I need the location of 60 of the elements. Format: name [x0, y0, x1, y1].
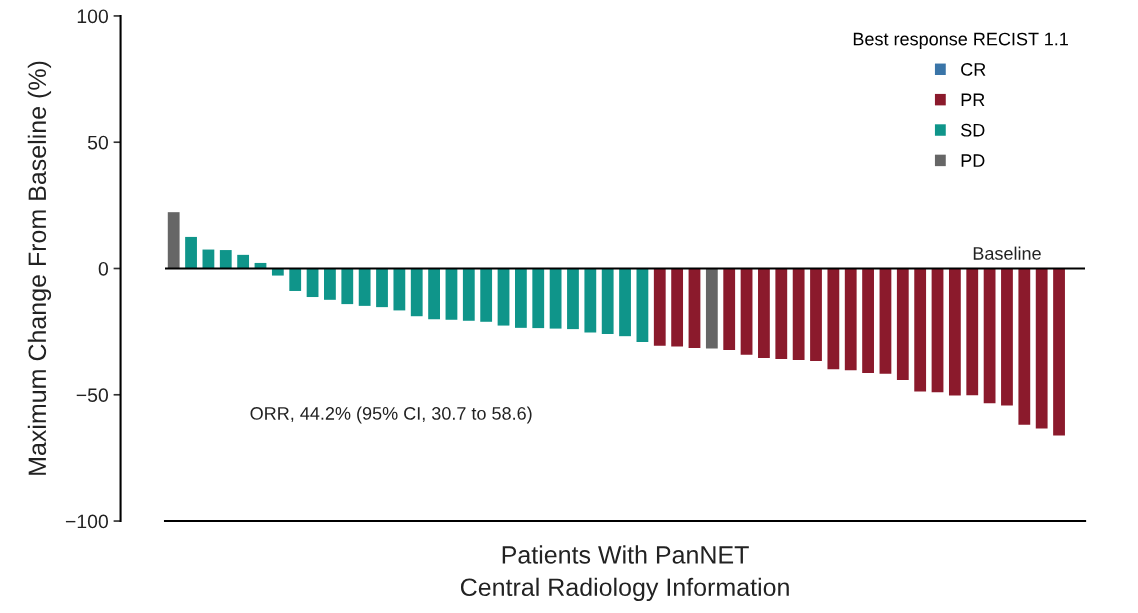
bar [497, 268, 510, 326]
legend-label: PR [961, 93, 985, 107]
bar [1001, 268, 1013, 406]
bar [462, 268, 475, 321]
bar [289, 268, 302, 291]
y-tick-label: 0 [98, 261, 108, 276]
bar [514, 268, 527, 328]
bar [792, 268, 805, 360]
bar [1035, 268, 1048, 429]
bar [185, 236, 197, 269]
bar [584, 268, 597, 333]
annotation: ORR, 44.2% (95% CI, 30.7 to 58.6) [250, 406, 532, 424]
bar [1018, 268, 1031, 425]
bar [862, 268, 874, 374]
legend-label: SD [961, 123, 985, 137]
bar [914, 268, 927, 392]
bar [844, 268, 857, 371]
bar [601, 268, 614, 334]
bar [549, 268, 562, 329]
legend-label: PD [961, 154, 985, 167]
bar [983, 268, 996, 404]
bar [758, 268, 770, 358]
bar [636, 268, 649, 342]
bar [341, 268, 354, 305]
legend-label: CR [961, 63, 986, 76]
bar [619, 268, 631, 337]
y-axis-title: Maximum Change From Baseline (%) [27, 61, 52, 475]
bar [810, 268, 822, 361]
bar [445, 268, 458, 320]
legend-title: Best response RECIST 1.1 [853, 32, 1068, 50]
bar [324, 268, 336, 300]
bar [775, 268, 788, 359]
bar [827, 268, 840, 370]
bar [376, 268, 388, 308]
bar [671, 268, 684, 347]
bar [896, 268, 909, 381]
bar [931, 268, 944, 393]
bar [410, 268, 423, 317]
bar [532, 268, 545, 329]
bar [480, 268, 493, 322]
bar [393, 268, 406, 311]
bar [167, 212, 180, 269]
bar [948, 268, 961, 396]
y-tick-label: 50 [87, 135, 108, 150]
bar [653, 268, 666, 346]
bar [358, 268, 371, 306]
bar [688, 268, 701, 349]
bar [428, 268, 440, 320]
x-axis-title: Patients With PanNET Central Radiology Information [460, 545, 789, 602]
bar [567, 268, 579, 330]
bar [740, 268, 753, 355]
bar [1053, 268, 1065, 436]
y-tick-label: −50 [76, 388, 108, 403]
y-tick-label: 100 [77, 9, 108, 24]
ref-line-label: Baseline [973, 246, 1041, 260]
bar [705, 268, 718, 349]
bar [723, 268, 736, 351]
bar [966, 268, 979, 396]
y-tick-label: −100 [65, 514, 108, 529]
bar [879, 268, 892, 374]
